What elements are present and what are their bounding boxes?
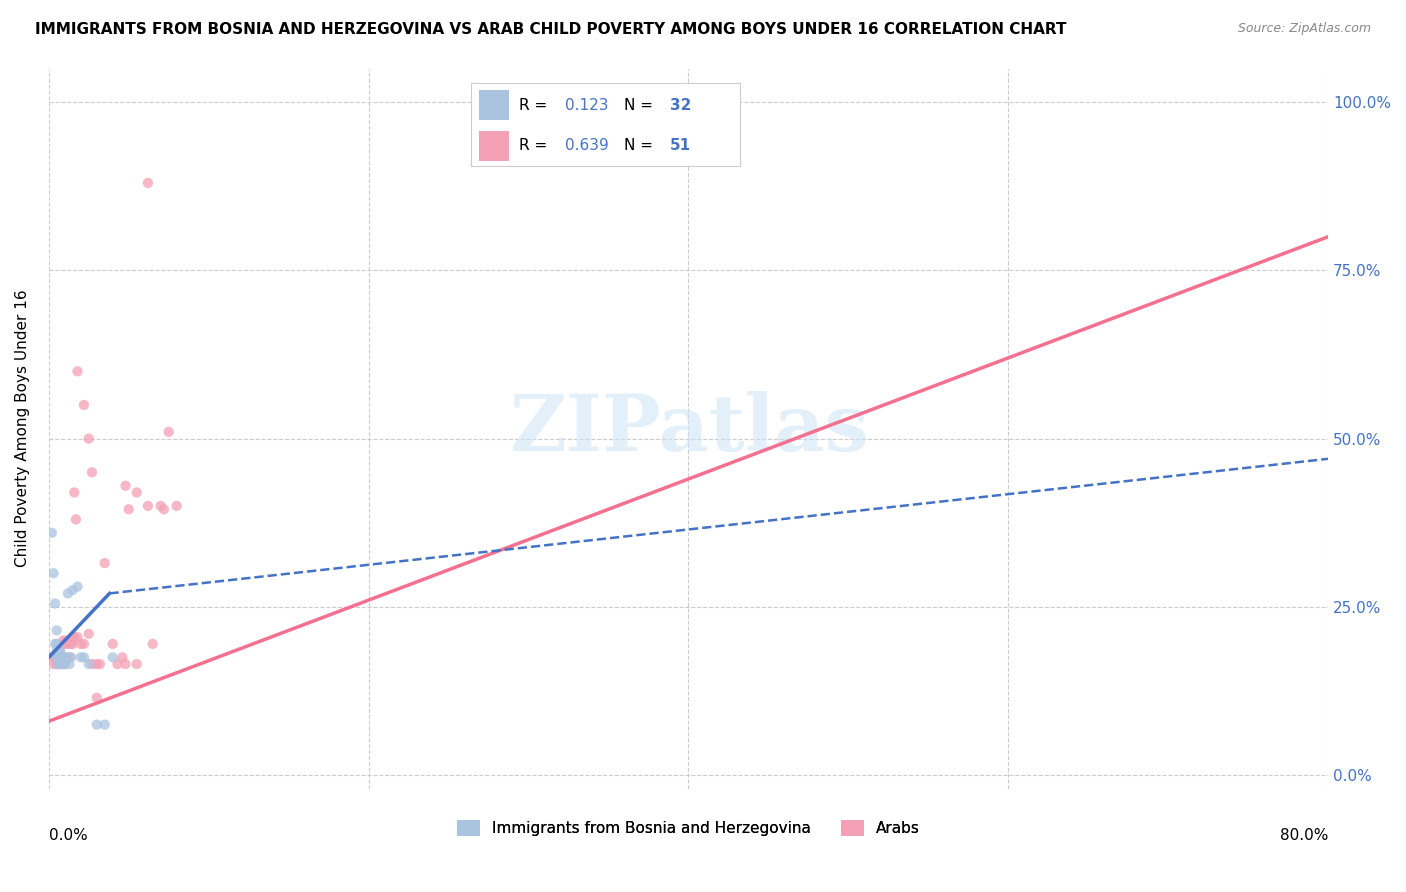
Point (41, 525, 63, 540)
Text: Source: ZipAtlas.com: Source: ZipAtlas.com (1237, 22, 1371, 36)
Text: 0.0%: 0.0% (49, 828, 87, 843)
Point (53, 650, 76, 665)
Point (55, 650, 77, 665)
Point (45, 650, 67, 665)
Point (58, 650, 80, 665)
Y-axis label: Child Poverty Among Boys Under 16: Child Poverty Among Boys Under 16 (15, 290, 30, 567)
Point (101, 637, 124, 651)
Point (51, 657, 73, 671)
Point (53, 657, 76, 671)
Point (80, 657, 103, 671)
Point (56, 586, 79, 600)
Point (53, 637, 76, 651)
Point (73, 650, 96, 665)
Point (86, 657, 108, 671)
Point (62, 582, 84, 597)
Point (56, 637, 79, 651)
Point (65, 512, 87, 526)
Point (46, 657, 69, 671)
Point (136, 176, 159, 190)
Point (73, 398, 96, 412)
Point (66, 580, 89, 594)
Point (42, 566, 65, 581)
Point (52, 633, 75, 648)
Point (86, 690, 108, 705)
Point (136, 499, 159, 513)
Point (51, 650, 73, 665)
Point (49, 643, 72, 657)
Point (80, 465, 103, 479)
Point (60, 650, 83, 665)
Point (66, 364, 89, 378)
Point (114, 657, 136, 671)
Point (62, 637, 84, 651)
Point (62, 630, 84, 644)
Text: ZIPatlas: ZIPatlas (509, 391, 869, 467)
Point (45, 650, 67, 665)
Point (63, 485, 86, 500)
Point (49, 650, 72, 665)
Point (44, 597, 66, 611)
Point (125, 485, 148, 500)
Point (60, 637, 83, 651)
Point (114, 479, 136, 493)
Point (52, 657, 75, 671)
Point (41, 650, 63, 665)
Point (49, 657, 72, 671)
Text: IMMIGRANTS FROM BOSNIA AND HERZEGOVINA VS ARAB CHILD POVERTY AMONG BOYS UNDER 16: IMMIGRANTS FROM BOSNIA AND HERZEGOVINA V… (35, 22, 1067, 37)
Point (45, 657, 67, 671)
Point (142, 637, 165, 651)
Point (69, 637, 91, 651)
Point (93, 556, 115, 570)
Point (153, 502, 176, 516)
Point (55, 633, 77, 648)
Point (53, 657, 76, 671)
Point (46, 650, 69, 665)
Point (118, 502, 141, 516)
Point (44, 637, 66, 651)
Point (51, 650, 73, 665)
Point (44, 650, 66, 665)
Point (149, 499, 172, 513)
Point (111, 650, 134, 665)
Text: 80.0%: 80.0% (1279, 828, 1329, 843)
Point (101, 650, 124, 665)
Legend: Immigrants from Bosnia and Herzegovina, Arabs: Immigrants from Bosnia and Herzegovina, … (450, 814, 927, 842)
Point (77, 657, 100, 671)
Point (157, 425, 180, 439)
Point (89, 657, 111, 671)
Point (63, 630, 86, 644)
Point (69, 650, 91, 665)
Point (73, 637, 96, 651)
Point (166, 499, 188, 513)
Point (77, 432, 100, 446)
Point (42, 657, 65, 671)
Point (46, 657, 69, 671)
Point (66, 630, 89, 644)
Point (45, 624, 67, 638)
Point (86, 717, 108, 731)
Point (52, 650, 75, 665)
Point (46, 650, 69, 665)
Point (125, 657, 148, 671)
Point (49, 643, 72, 657)
Point (46, 650, 69, 665)
Point (58, 657, 80, 671)
Point (77, 627, 100, 641)
Point (51, 650, 73, 665)
Point (107, 657, 129, 671)
Point (45, 643, 67, 657)
Point (49, 650, 72, 665)
Point (93, 717, 115, 731)
Point (45, 637, 67, 651)
